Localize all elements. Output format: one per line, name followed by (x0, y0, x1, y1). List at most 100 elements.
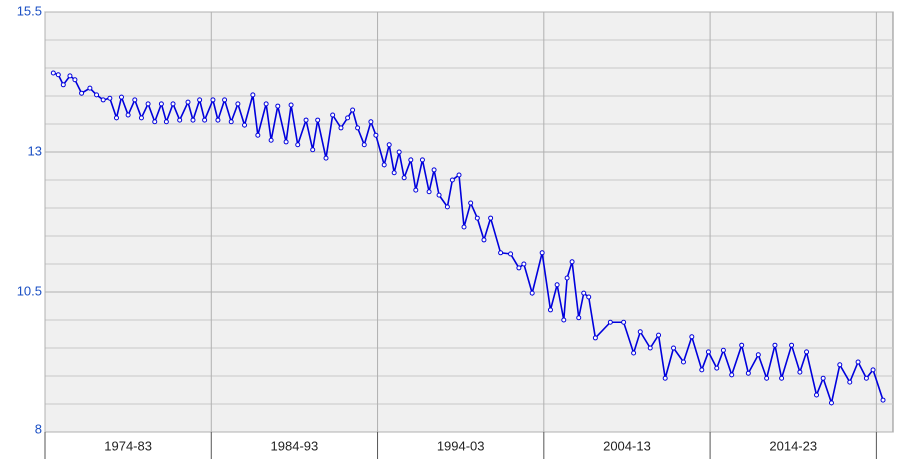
data-point (820, 375, 826, 381)
data-point (152, 119, 158, 125)
x-axis-band (45, 432, 893, 459)
data-point (197, 97, 203, 103)
data-point (163, 119, 169, 125)
data-point (521, 261, 527, 267)
data-point (210, 97, 216, 103)
data-point (55, 72, 61, 78)
data-point (529, 290, 535, 296)
data-point (100, 97, 106, 103)
data-point (637, 329, 643, 335)
data-point (689, 334, 695, 340)
data-point (508, 251, 514, 257)
data-point (699, 367, 705, 373)
data-point (779, 375, 785, 381)
data-point (814, 392, 820, 398)
data-point (263, 101, 269, 107)
data-point (79, 90, 85, 96)
data-point (804, 349, 810, 355)
data-point (338, 125, 344, 131)
data-point (355, 125, 361, 131)
data-point (474, 215, 480, 221)
data-point (539, 250, 545, 256)
data-point (581, 290, 587, 296)
data-point (138, 115, 144, 121)
data-point (158, 101, 164, 107)
data-point (177, 117, 183, 123)
data-point (268, 137, 274, 143)
data-point (586, 294, 592, 300)
data-point (381, 162, 387, 168)
data-point (368, 119, 374, 125)
data-point (170, 101, 176, 107)
data-point (554, 282, 560, 288)
data-point (481, 237, 487, 243)
data-point (235, 101, 241, 107)
data-point (310, 147, 316, 153)
data-point (72, 77, 78, 83)
data-point (720, 347, 726, 353)
data-point (391, 170, 397, 176)
data-point (789, 342, 795, 348)
data-point (498, 250, 504, 256)
data-point (449, 177, 455, 183)
data-point (132, 97, 138, 103)
data-point (323, 155, 329, 161)
series-line (53, 72, 884, 406)
data-point (94, 92, 100, 98)
data-point (647, 345, 653, 351)
data-point (87, 85, 93, 91)
data-point (592, 335, 598, 341)
data-point (275, 103, 281, 109)
x-tick-label: 1994-03 (437, 438, 485, 453)
data-point (67, 73, 73, 79)
data-point (107, 95, 113, 101)
data-point (60, 82, 66, 88)
data-point (50, 70, 56, 76)
data-point (576, 315, 582, 321)
data-point (315, 117, 321, 123)
x-tick-label: 1984-93 (271, 438, 319, 453)
data-point (228, 119, 234, 125)
data-point (607, 319, 613, 325)
data-point (745, 370, 751, 376)
data-point (564, 275, 570, 281)
data-point (408, 157, 414, 163)
data-point (419, 157, 425, 163)
data-point (797, 369, 803, 375)
data-point (444, 204, 450, 210)
data-point (764, 375, 770, 381)
data-point (361, 142, 367, 148)
data-point (863, 375, 869, 381)
data-point (516, 265, 522, 271)
data-point (714, 365, 720, 371)
data-point (386, 142, 392, 148)
data-point (283, 139, 289, 145)
data-point (662, 375, 668, 381)
data-point (729, 372, 735, 378)
data-point (847, 379, 853, 385)
data-point (855, 359, 861, 365)
data-point (755, 352, 761, 358)
data-point (295, 142, 301, 148)
data-point (202, 117, 208, 123)
data-point (345, 115, 351, 121)
data-point (828, 400, 834, 406)
data-point (461, 224, 467, 230)
data-point (436, 192, 442, 198)
data-point (125, 112, 131, 118)
data-point (185, 99, 191, 105)
data-point (468, 200, 474, 206)
data-point (880, 397, 886, 403)
data-point (118, 94, 124, 100)
y-tick-label: 15.5 (17, 3, 42, 18)
data-point (772, 342, 778, 348)
data-point (373, 132, 379, 138)
data-point (671, 345, 677, 351)
y-tick-label: 10.5 (17, 283, 42, 298)
data-point (330, 112, 336, 118)
data-point (547, 307, 553, 313)
x-tick-label: 2014-23 (769, 438, 817, 453)
data-point (621, 319, 627, 325)
data-point (870, 367, 876, 373)
